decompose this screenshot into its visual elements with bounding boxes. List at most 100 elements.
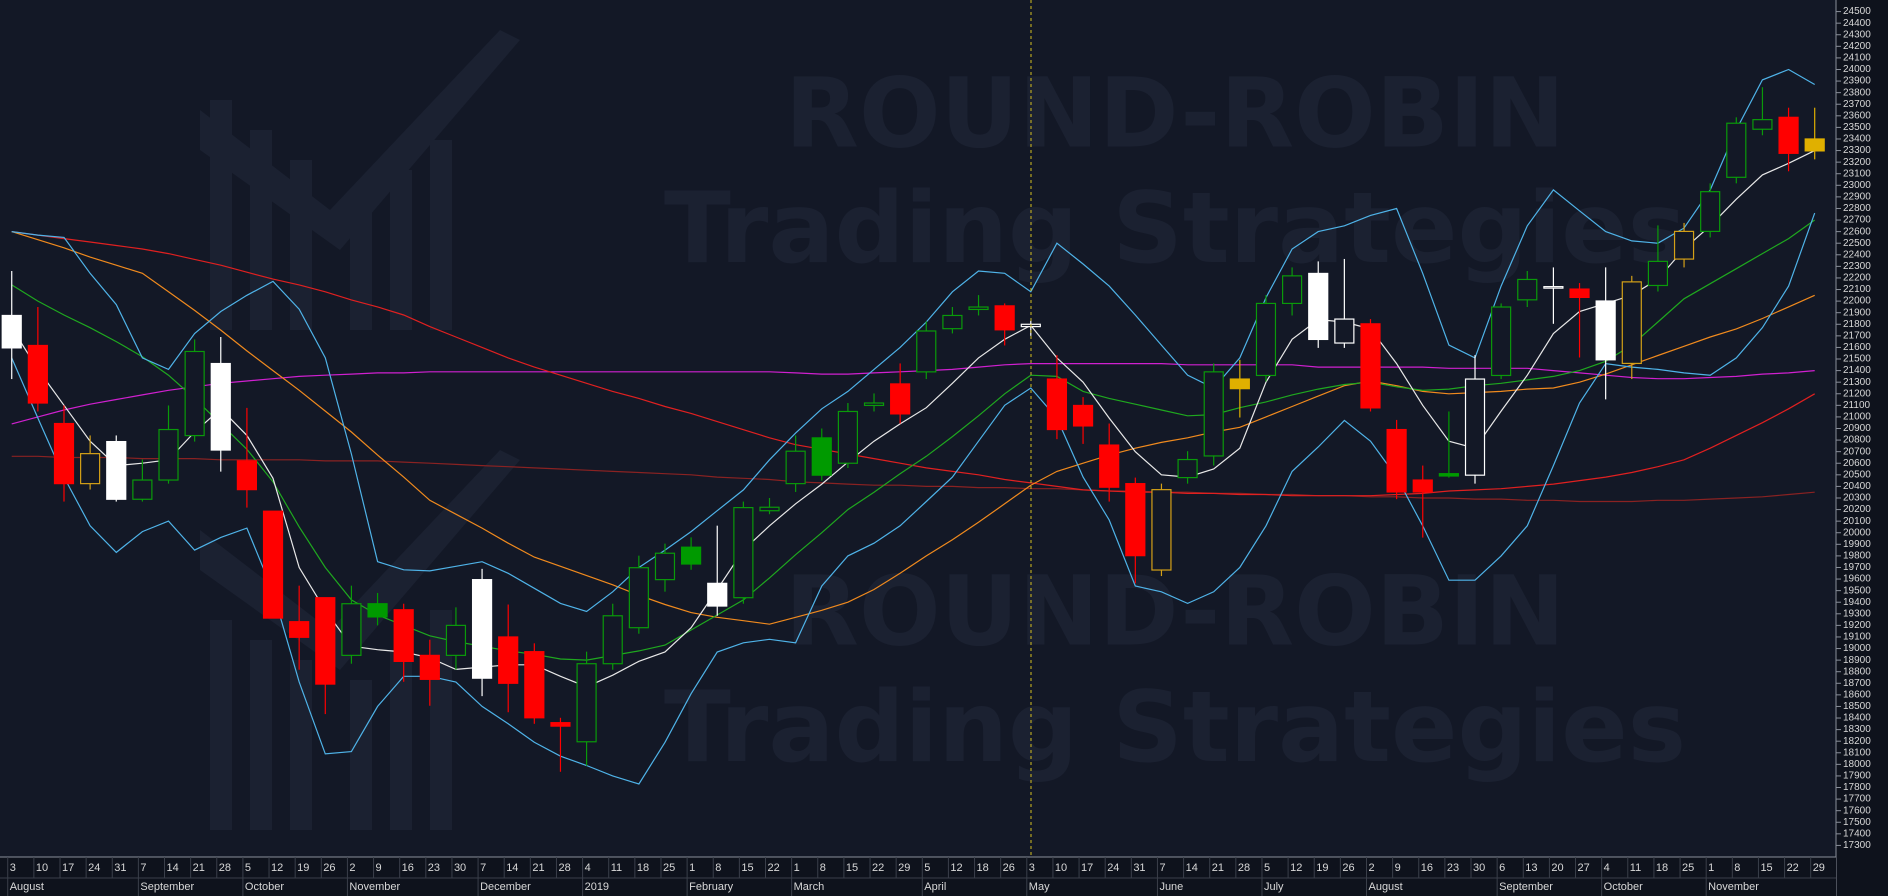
candle-body [628,567,649,629]
x-tick-label: 13 [1525,862,1537,874]
indicator-line [11,68,1815,613]
y-tick-label: 20100 [1843,516,1871,527]
y-tick-label: 18300 [1843,724,1871,735]
candle-body [785,450,806,485]
month-label: August [10,881,44,893]
x-tick-label: 30 [1473,862,1485,874]
month-label: June [1159,881,1183,893]
indicator-line [11,363,1815,425]
candle-body [1491,306,1512,377]
x-tick-label: 15 [846,862,858,874]
x-tick-label: 1 [794,862,800,874]
y-tick-label: 19400 [1843,597,1871,608]
candle-body [419,654,440,680]
x-tick-label: 29 [1813,862,1825,874]
x-tick-label: 22 [872,862,884,874]
y-tick-label: 21100 [1843,400,1871,411]
month-label: May [1029,881,1050,893]
x-tick-label: 18 [977,862,989,874]
x-tick-label: 11 [611,862,622,874]
plot-area [1,68,1825,785]
x-tick-label: 9 [1395,862,1401,874]
x-tick-label: 22 [768,862,780,874]
x-tick-label: 3 [10,862,16,874]
candle-body [1621,281,1642,365]
candle-body [1752,119,1773,130]
x-tick-label: 18 [637,862,649,874]
x-tick-label: 4 [1604,862,1610,874]
y-tick-label: 20400 [1843,481,1871,492]
y-tick-label: 18000 [1843,759,1871,770]
candle-body [1360,323,1381,409]
x-tick-label: 19 [297,862,309,874]
month-label: July [1264,881,1284,893]
x-tick-label: 6 [1499,862,1505,874]
candle-body [994,305,1015,331]
y-tick-label: 21000 [1843,412,1871,423]
candle-body [1700,191,1721,232]
y-tick-label: 18700 [1843,678,1871,689]
month-label: 2019 [585,881,609,893]
y-tick-label: 21500 [1843,354,1871,365]
x-tick-label: 12 [950,862,962,874]
x-tick-label: 14 [167,862,179,874]
candle-body [289,621,310,638]
y-tick-label: 23400 [1843,134,1871,145]
y-tick-label: 22200 [1843,273,1871,284]
candle-body [707,582,728,607]
month-label: September [140,881,194,893]
x-tick-label: 28 [558,862,570,874]
x-tick-label: 31 [1133,862,1145,874]
y-tick-label: 22900 [1843,192,1871,203]
x-tick-label: 19 [1316,862,1328,874]
x-tick-label: 8 [1734,862,1740,874]
candle-body [1099,444,1120,488]
candle-body [1595,300,1616,361]
candle-body [968,306,989,311]
candle-body [759,506,780,512]
candle-body [1726,122,1747,178]
candle-body [733,506,754,599]
y-tick-label: 22700 [1843,215,1871,226]
y-tick-label: 22000 [1843,296,1871,307]
candle-body [1046,378,1068,431]
y-tick-label: 20300 [1843,493,1871,504]
x-tick-label: 7 [140,862,146,874]
watermark-title: ROUND-ROBIN [785,57,1565,169]
candle-body [576,663,597,743]
y-tick-label: 21200 [1843,388,1871,399]
y-tick-label: 19000 [1843,643,1871,654]
indicator-line [11,150,1815,688]
x-tick-label: 10 [36,862,48,874]
y-tick-label: 21800 [1843,319,1871,330]
candle-body [1151,489,1172,571]
y-tick-label: 22500 [1843,238,1871,249]
y-tick-label: 24500 [1843,6,1871,17]
month-label: April [924,881,946,893]
x-tick-label: 23 [428,862,440,874]
x-tick-label: 25 [1682,862,1694,874]
y-tick-label: 18800 [1843,666,1871,677]
x-tick-label: 1 [689,862,695,874]
candle-body [262,510,284,619]
x-tick-label: 28 [219,862,231,874]
y-tick-label: 17300 [1843,840,1871,851]
candle-body [1517,278,1538,301]
candle-body [1386,428,1407,493]
x-tick-label: 28 [1238,862,1250,874]
x-tick-label: 26 [1342,862,1354,874]
x-tick-label: 12 [1290,862,1302,874]
indicator-line [11,212,1816,785]
y-tick-label: 24100 [1843,53,1871,64]
y-tick-label: 24300 [1843,29,1871,40]
x-tick-label: 5 [924,862,930,874]
x-tick-label: 7 [480,862,486,874]
x-tick-label: 21 [193,862,205,874]
x-tick-label: 14 [506,862,518,874]
x-tick-label: 11 [1630,862,1641,874]
y-tick-label: 21900 [1843,307,1871,318]
x-tick-label: 18 [1656,862,1668,874]
y-tick-label: 23200 [1843,157,1871,168]
candle-body [550,722,571,727]
